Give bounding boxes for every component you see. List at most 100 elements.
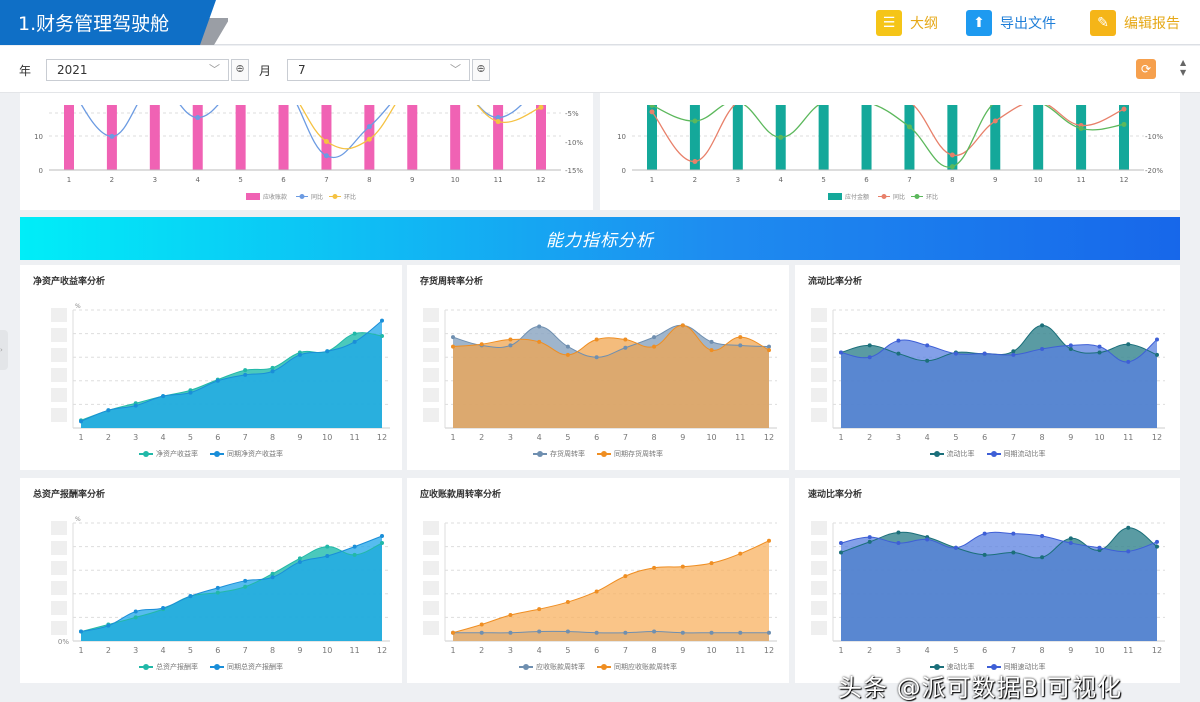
legend-label: 同期总资产报酬率 <box>227 663 283 671</box>
data-point <box>867 343 872 348</box>
blurred-y-tick <box>51 308 67 322</box>
x-tick-label: 12 <box>1152 433 1162 442</box>
x-tick-label: 9 <box>1068 433 1073 442</box>
bar <box>775 105 786 170</box>
roa-chart: %0%1 2 3 4 5 6 7 8 9 10 11 12 <box>51 516 390 655</box>
x-tick-label: 2 <box>106 433 111 442</box>
outline-button[interactable]: ☰ 大纲 <box>876 10 938 36</box>
x-tick-label: 10 <box>1094 433 1104 442</box>
clear-month-button[interactable]: ⨸ <box>472 59 490 81</box>
edit-report-button[interactable]: ✎ 编辑报告 <box>1090 10 1180 36</box>
x-tick-label: 1 <box>67 176 71 184</box>
page-title: 1.财务管理驾驶舱 <box>18 13 170 35</box>
data-point <box>352 552 357 557</box>
data-point <box>1126 549 1131 554</box>
yoy-point <box>195 115 201 121</box>
yoy-point <box>949 152 955 158</box>
y-unit-label: % <box>75 303 81 310</box>
data-point <box>1068 536 1073 541</box>
legend-label: 应收账款 <box>263 193 287 201</box>
card-title: 应收账款周转率分析 <box>420 490 502 500</box>
clear-year-button[interactable]: ⨸ <box>231 59 249 81</box>
x-tick-label: 7 <box>243 646 248 655</box>
x-tick-label: 5 <box>565 646 570 655</box>
data-point <box>1040 346 1045 351</box>
mom-point <box>366 136 372 142</box>
legend-item[interactable]: 速动比率 <box>929 662 975 672</box>
sidebar-toggle-handle[interactable]: › <box>0 330 8 370</box>
x-tick-label: 6 <box>864 176 869 184</box>
legend-item[interactable]: 存货周转率 <box>533 449 585 459</box>
x-tick-label: 4 <box>925 433 930 442</box>
legend-mom-dot <box>332 194 338 199</box>
legend-item[interactable]: 流动比率 <box>929 449 975 459</box>
x-tick-label: 2 <box>693 176 697 184</box>
x-tick-label: 2 <box>479 433 484 442</box>
series-area <box>841 532 1157 641</box>
export-label: 导出文件 <box>1000 16 1056 32</box>
refresh-button[interactable]: ⟳ <box>1136 59 1156 79</box>
x-tick-label: 3 <box>508 433 513 442</box>
data-point <box>594 630 599 635</box>
bar <box>192 105 203 170</box>
legend-item[interactable]: 净资产收益率 <box>139 449 198 459</box>
x-tick-label: 7 <box>1011 433 1016 442</box>
series-line <box>840 527 1158 559</box>
data-point <box>352 331 357 336</box>
bar <box>1119 105 1129 170</box>
year-select[interactable]: 2021 ﹀ <box>46 59 229 81</box>
legend-item[interactable]: 同期净资产收益率 <box>210 449 283 459</box>
chart-legend: 总资产报酬率 同期总资产报酬率 <box>20 662 402 672</box>
mom-point <box>821 100 826 105</box>
x-tick-label: 11 <box>1123 433 1133 442</box>
data-point <box>680 564 685 569</box>
blurred-y-tick <box>423 581 439 595</box>
bar <box>947 105 958 170</box>
series-area <box>453 325 769 428</box>
x-tick-label: 8 <box>652 433 657 442</box>
series-line <box>452 324 770 356</box>
scroll-arrows[interactable]: ▲ ▼ <box>1180 58 1187 77</box>
data-point <box>709 561 714 566</box>
data-point <box>767 538 771 543</box>
y-tick-label: 10 <box>617 133 626 141</box>
x-tick-label: 5 <box>953 646 958 655</box>
legend-item[interactable]: 同期存货周转率 <box>597 449 663 459</box>
blurred-y-tick <box>811 408 827 422</box>
chart-legend: 流动比率 同期流动比率 <box>795 449 1180 459</box>
data-point <box>623 630 628 635</box>
data-point <box>839 350 843 355</box>
x-tick-label: 1 <box>78 646 83 655</box>
legend-item[interactable]: 总资产报酬率 <box>139 662 198 672</box>
x-tick-label: 9 <box>993 176 997 184</box>
bar <box>1076 105 1087 170</box>
yoy-point <box>1121 106 1127 112</box>
legend-swatch <box>210 664 224 670</box>
data-point <box>738 335 743 340</box>
legend-item[interactable]: 同期速动比率 <box>986 662 1046 672</box>
month-select[interactable]: 7 ﹀ <box>287 59 470 81</box>
roe-card: 净资产收益率分析% 1 2 3 4 5 6 7 8 9 10 11 12 净资产收益率 同期净资产收益率 <box>20 265 402 470</box>
yoy-line <box>651 105 1125 163</box>
data-point <box>243 368 248 373</box>
data-point <box>508 343 513 348</box>
y-tick-label: 10 <box>34 133 43 141</box>
y-tick-label: 0% <box>58 638 69 646</box>
x-tick-label: 6 <box>594 646 599 655</box>
data-point <box>133 615 138 620</box>
legend-item[interactable]: 同期应收账款周转率 <box>597 662 677 672</box>
export-button[interactable]: ⬆ 导出文件 <box>966 10 1056 36</box>
legend-bar-swatch <box>246 193 260 200</box>
x-tick-label: 7 <box>243 433 248 442</box>
data-point <box>652 629 657 634</box>
data-point <box>896 541 901 546</box>
data-point <box>1068 343 1073 348</box>
legend-item[interactable]: 同期总资产报酬率 <box>210 662 283 672</box>
bar <box>990 105 1001 170</box>
x-tick-label: 9 <box>1068 646 1073 655</box>
legend-item[interactable]: 应收账款周转率 <box>519 662 585 672</box>
bar <box>278 105 289 170</box>
mom-point <box>1121 121 1127 127</box>
legend-item[interactable]: 同期流动比率 <box>986 449 1046 459</box>
